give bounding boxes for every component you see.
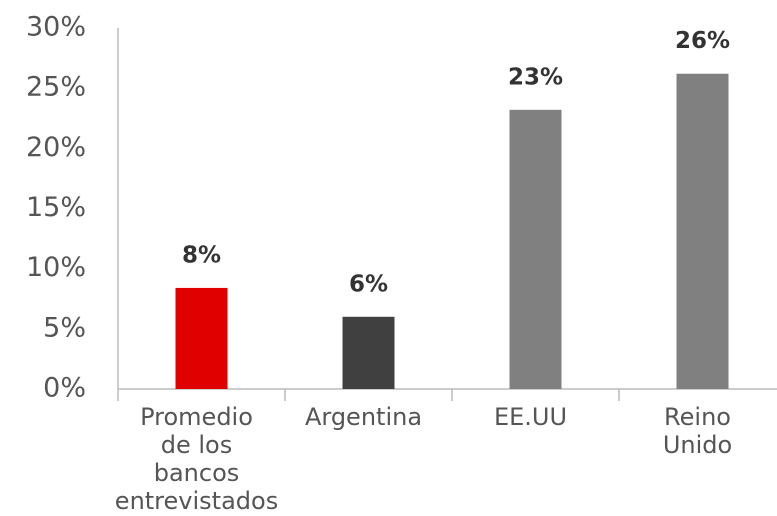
value-label: 8%	[182, 242, 221, 268]
value-label: 6%	[349, 271, 388, 297]
y-tick-label: 5%	[43, 312, 86, 343]
y-tick-label: 30%	[26, 12, 86, 43]
y-tick-label: 10%	[26, 252, 86, 283]
bar	[342, 316, 395, 389]
bar	[676, 73, 729, 389]
x-tick-label: Argentina	[305, 403, 422, 431]
y-tick-label: 25%	[26, 72, 86, 103]
x-tick-label: EE.UU	[494, 403, 567, 431]
y-tick-label: 0%	[43, 373, 86, 404]
x-tick-label: Unido	[663, 431, 732, 459]
x-tick-label: Reino	[664, 403, 731, 431]
y-tick-label: 15%	[26, 192, 86, 223]
bar	[509, 109, 562, 390]
x-tick-label: de los	[161, 431, 232, 459]
bar	[175, 287, 228, 389]
x-tick-label: Promedio	[140, 403, 253, 431]
x-tick-label: entrevistados	[115, 487, 278, 512]
value-label: 26%	[675, 28, 730, 54]
value-label: 23%	[508, 64, 563, 90]
x-tick-label: bancos	[154, 459, 240, 487]
y-tick-label: 20%	[26, 132, 86, 163]
